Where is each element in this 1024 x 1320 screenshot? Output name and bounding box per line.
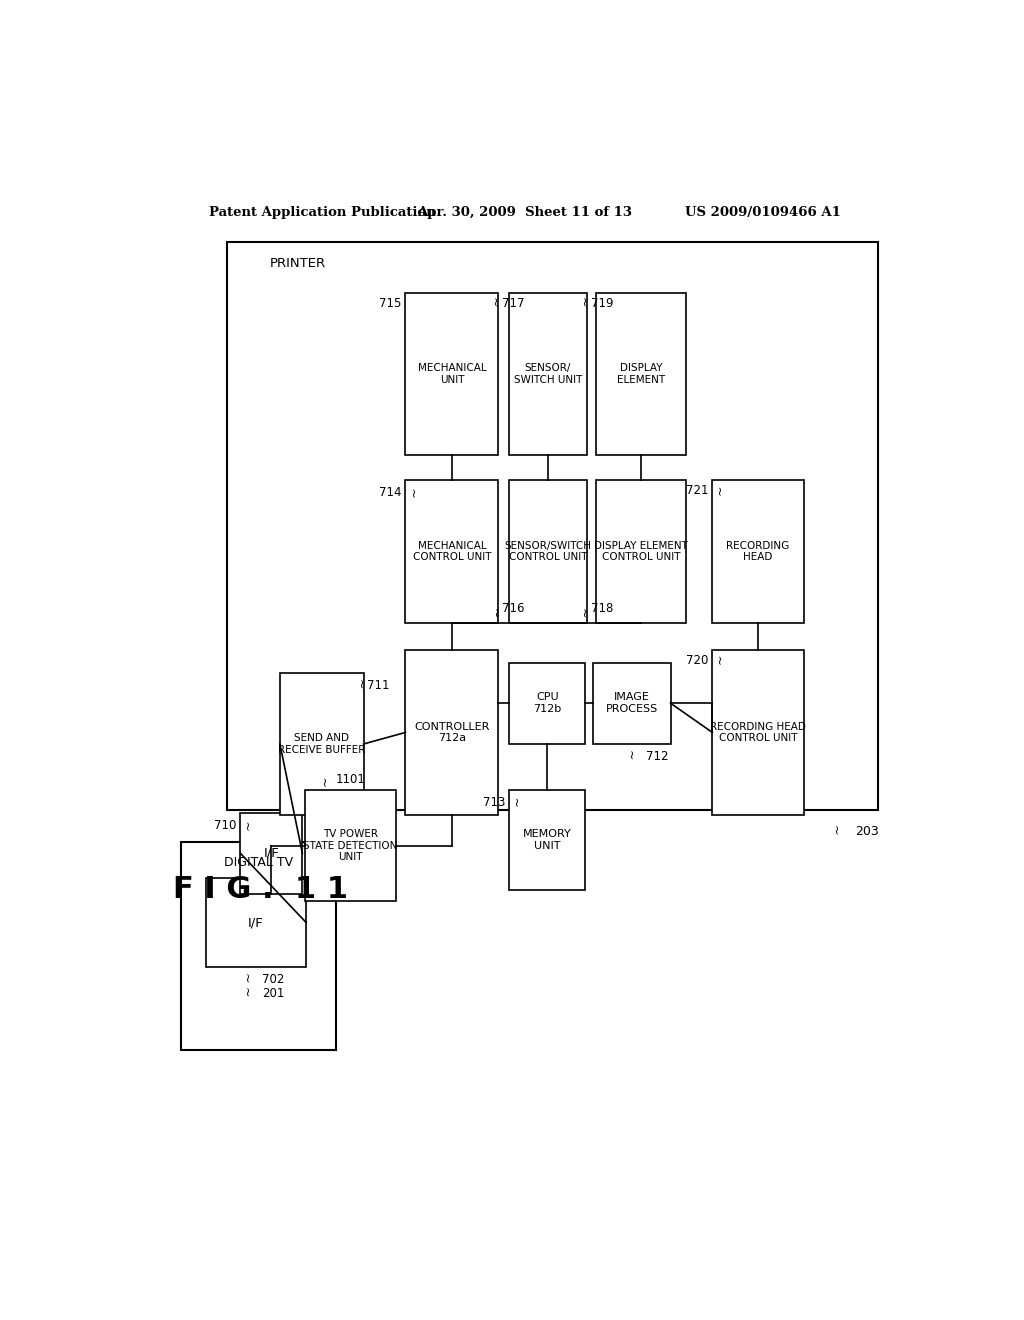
- Bar: [509, 663, 586, 743]
- Text: 719: 719: [591, 297, 613, 310]
- Text: ~: ~: [714, 484, 727, 495]
- Text: DISPLAY
ELEMENT: DISPLAY ELEMENT: [617, 363, 666, 385]
- Text: SEND AND
RECEIVE BUFFER: SEND AND RECEIVE BUFFER: [279, 733, 366, 755]
- Text: ~: ~: [575, 297, 589, 308]
- Text: DIGITAL TV: DIGITAL TV: [223, 857, 293, 869]
- Text: 715: 715: [379, 297, 401, 310]
- Text: US 2009/0109466 A1: US 2009/0109466 A1: [685, 206, 841, 219]
- Text: 717: 717: [503, 297, 525, 310]
- Text: IMAGE
PROCESS: IMAGE PROCESS: [605, 693, 657, 714]
- Text: ~: ~: [239, 987, 252, 998]
- Text: TV POWER
STATE DETECTION
UNIT: TV POWER STATE DETECTION UNIT: [303, 829, 397, 862]
- Text: 712: 712: [646, 750, 669, 763]
- Text: MECHANICAL
CONTROL UNIT: MECHANICAL CONTROL UNIT: [413, 541, 492, 562]
- Text: Apr. 30, 2009  Sheet 11 of 13: Apr. 30, 2009 Sheet 11 of 13: [418, 206, 632, 219]
- Text: ~: ~: [487, 297, 500, 308]
- Bar: [593, 663, 671, 743]
- Text: 718: 718: [591, 602, 613, 615]
- Text: 1101: 1101: [336, 774, 366, 785]
- Bar: [713, 480, 804, 623]
- Text: ~: ~: [239, 973, 252, 983]
- Bar: [406, 649, 499, 816]
- Text: CONTROLLER
712a: CONTROLLER 712a: [415, 722, 489, 743]
- Text: ~: ~: [407, 487, 420, 496]
- Text: 713: 713: [483, 796, 506, 809]
- Bar: [227, 242, 879, 810]
- Text: MEMORY
UNIT: MEMORY UNIT: [523, 829, 571, 850]
- Text: PRINTER: PRINTER: [270, 257, 326, 271]
- Bar: [596, 293, 686, 455]
- Bar: [509, 789, 586, 890]
- Bar: [406, 480, 499, 623]
- Text: 702: 702: [262, 973, 285, 986]
- Bar: [509, 480, 587, 623]
- Bar: [305, 789, 396, 902]
- Text: RECORDING HEAD
CONTROL UNIT: RECORDING HEAD CONTROL UNIT: [710, 722, 806, 743]
- Text: SENSOR/
SWITCH UNIT: SENSOR/ SWITCH UNIT: [514, 363, 583, 385]
- Text: 716: 716: [503, 602, 525, 615]
- Text: 714: 714: [379, 487, 401, 499]
- Text: Patent Application Publication: Patent Application Publication: [209, 206, 436, 219]
- Text: ~: ~: [318, 775, 331, 785]
- Text: ~: ~: [242, 818, 255, 829]
- Bar: [206, 878, 306, 966]
- Text: 710: 710: [214, 818, 237, 832]
- Text: ~: ~: [487, 609, 501, 619]
- Text: ~: ~: [623, 750, 636, 760]
- Bar: [509, 293, 587, 455]
- Text: 721: 721: [686, 484, 709, 498]
- Text: RECORDING
HEAD: RECORDING HEAD: [726, 541, 790, 562]
- Text: DISPLAY ELEMENT
CONTROL UNIT: DISPLAY ELEMENT CONTROL UNIT: [594, 541, 688, 562]
- Text: I/F: I/F: [263, 847, 280, 859]
- Bar: [241, 813, 302, 894]
- Text: SENSOR/SWITCH
CONTROL UNIT: SENSOR/SWITCH CONTROL UNIT: [505, 541, 592, 562]
- Text: 720: 720: [686, 653, 709, 667]
- Text: 203: 203: [855, 825, 879, 838]
- Text: I/F: I/F: [248, 916, 264, 929]
- Text: MECHANICAL
UNIT: MECHANICAL UNIT: [418, 363, 486, 385]
- Text: ~: ~: [577, 609, 589, 619]
- Text: CPU
712b: CPU 712b: [534, 693, 561, 714]
- Text: 201: 201: [262, 987, 285, 1001]
- Text: ~: ~: [714, 653, 727, 664]
- Text: ~: ~: [828, 825, 841, 836]
- Bar: [280, 673, 364, 816]
- Text: 711: 711: [368, 678, 390, 692]
- Text: F I G .  1 1: F I G . 1 1: [173, 875, 348, 904]
- Text: ~: ~: [511, 796, 524, 807]
- Bar: [406, 293, 499, 455]
- Bar: [180, 842, 336, 1051]
- Bar: [596, 480, 686, 623]
- Text: ~: ~: [353, 678, 366, 689]
- Bar: [713, 649, 804, 816]
